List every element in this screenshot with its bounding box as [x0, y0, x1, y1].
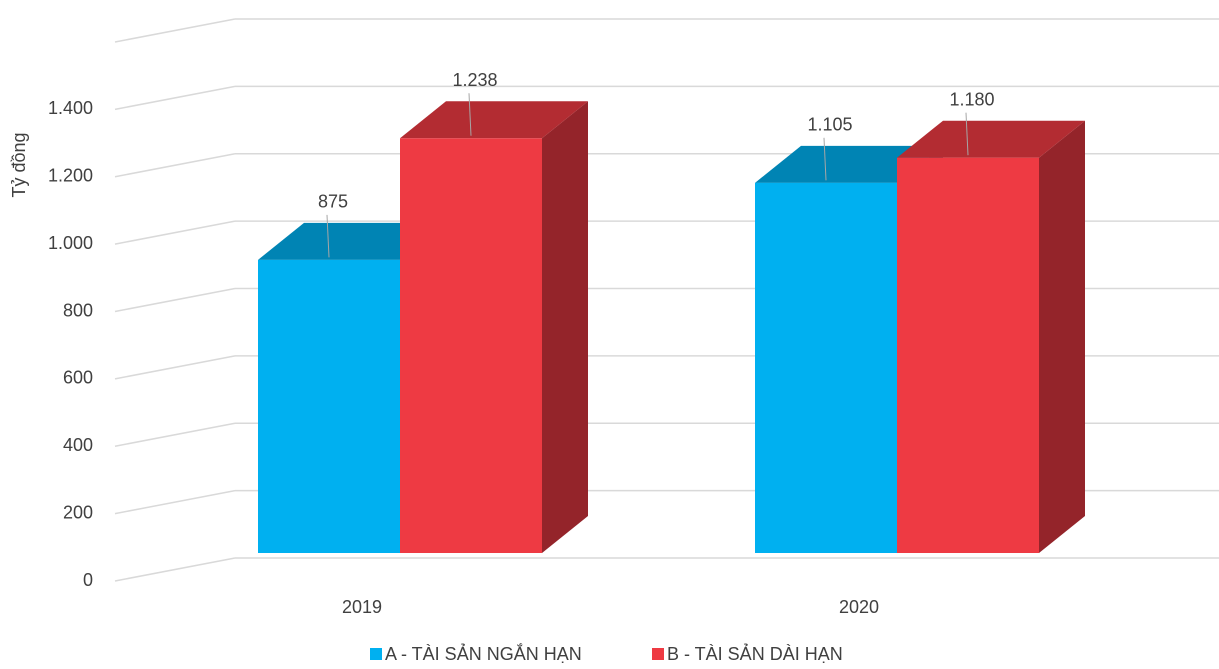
y-tick-label: 600 [63, 368, 93, 388]
grid-line [114, 355, 236, 380]
leader-line [468, 93, 472, 136]
legend-label: B - TÀI SẢN DÀI HẠN [667, 643, 843, 664]
x-tick-label: 2019 [342, 597, 382, 617]
bar-side [542, 101, 588, 554]
grid-line [114, 287, 236, 313]
bar [258, 259, 400, 553]
data-label: 1.105 [807, 115, 852, 135]
y-tick-label: 1.200 [48, 166, 93, 186]
grid-line [114, 489, 236, 515]
grid-line [114, 18, 236, 43]
bar-top [755, 145, 943, 183]
data-label: 875 [318, 192, 348, 212]
data-label: 1.180 [949, 89, 994, 109]
grid-line [114, 557, 236, 582]
bar [897, 157, 1039, 553]
y-tick-label: 400 [63, 435, 93, 455]
bar-top [897, 120, 1085, 158]
x-tick-label: 2020 [839, 597, 879, 617]
data-label: 1.238 [452, 70, 497, 90]
bar [400, 138, 542, 553]
grid-line [114, 422, 236, 447]
y-axis-title: Tỷ đồng [9, 132, 29, 197]
bar-top [400, 101, 588, 139]
bar [755, 182, 897, 553]
y-tick-label: 200 [63, 502, 93, 522]
leader-line [326, 214, 330, 258]
bar-side [1039, 120, 1085, 553]
y-tick-label: 1.400 [48, 98, 93, 118]
grid-line [114, 85, 236, 111]
leader-line [965, 112, 969, 156]
bar-top [258, 222, 446, 260]
y-tick-label: 800 [63, 300, 93, 320]
legend-swatch [652, 648, 664, 660]
leader-line [823, 137, 827, 181]
legend-label: A - TÀI SẢN NGẮN HẠN [385, 643, 582, 664]
grid-line [114, 220, 236, 245]
y-tick-label: 0 [83, 570, 93, 590]
y-tick-label: 1.000 [48, 233, 93, 253]
grid-line [114, 153, 236, 178]
legend-swatch [370, 648, 382, 660]
